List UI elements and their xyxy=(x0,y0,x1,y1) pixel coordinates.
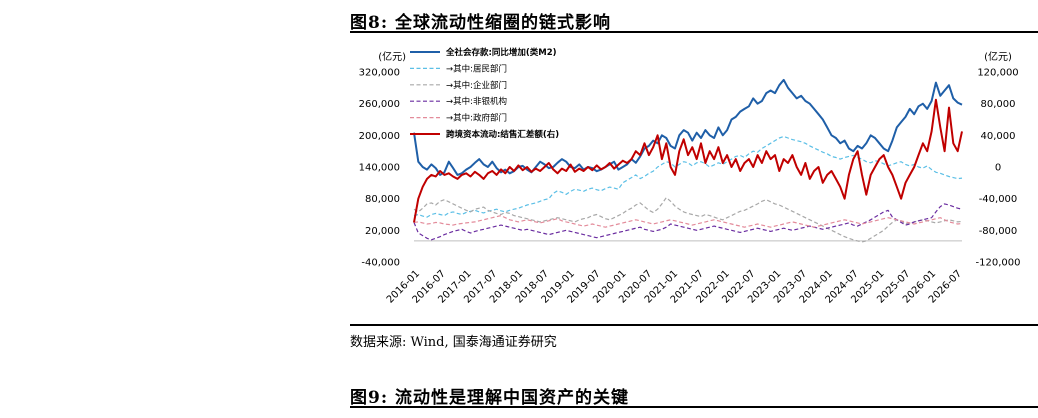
chart-legend: 全社会存款:同比增加(类M2) →其中:居民部门 →其中:企业部门 →其中:非银机构 →… xyxy=(410,47,559,140)
right-tick-label: 80,000 xyxy=(981,99,1016,110)
figure-8-title: 图8: 全球流动性缩圈的链式影响 xyxy=(350,13,612,33)
series-line-0 xyxy=(413,78,963,176)
legend-label-4: →其中:政府部门 xyxy=(446,113,507,124)
right-tick-label: -40,000 xyxy=(979,194,1018,205)
figure-9-title: 图9: 流动性是理解中国资产的关键 xyxy=(350,388,630,408)
chart-lines xyxy=(413,78,963,243)
legend-label-0: 全社会存款:同比增加(类M2) xyxy=(445,47,557,58)
left-tick-label: 200,000 xyxy=(359,131,400,142)
left-tick-label: -40,000 xyxy=(361,258,400,269)
right-unit-label: (亿元) xyxy=(984,50,1012,63)
left-tick-label: 140,000 xyxy=(359,163,400,174)
legend-label-5: 跨境资本流动:结售汇差额(右) xyxy=(446,129,559,140)
legend-label-2: →其中:企业部门 xyxy=(446,80,507,91)
data-source: 数据来源: Wind, 国泰海通证券研究 xyxy=(350,335,557,350)
series-line-3 xyxy=(413,203,963,241)
left-tick-label: 260,000 xyxy=(359,99,400,110)
left-tick-label: 80,000 xyxy=(365,194,400,205)
liquidity-chart: (亿元) (亿元) 320,000 260,000 200,000 140,000 80,0… xyxy=(359,47,1021,306)
title-rule xyxy=(350,31,1038,33)
right-tick-label: 0 xyxy=(995,163,1001,174)
right-tick-label: -120,000 xyxy=(976,258,1021,269)
series-line-4 xyxy=(413,215,963,228)
left-tick-label: 20,000 xyxy=(365,226,400,237)
series-line-1 xyxy=(413,135,963,218)
source-rule xyxy=(350,324,1038,326)
left-tick-label: 320,000 xyxy=(359,68,400,79)
right-tick-label: 120,000 xyxy=(977,68,1018,79)
title-rule-9 xyxy=(350,406,1038,408)
left-unit-label: (亿元) xyxy=(378,50,406,63)
right-tick-label: 40,000 xyxy=(981,131,1016,142)
legend-label-3: →其中:非银机构 xyxy=(446,96,507,107)
series-line-5 xyxy=(413,98,963,223)
right-tick-label: -80,000 xyxy=(979,226,1018,237)
legend-label-1: →其中:居民部门 xyxy=(446,63,507,74)
series-line-2 xyxy=(413,197,963,243)
